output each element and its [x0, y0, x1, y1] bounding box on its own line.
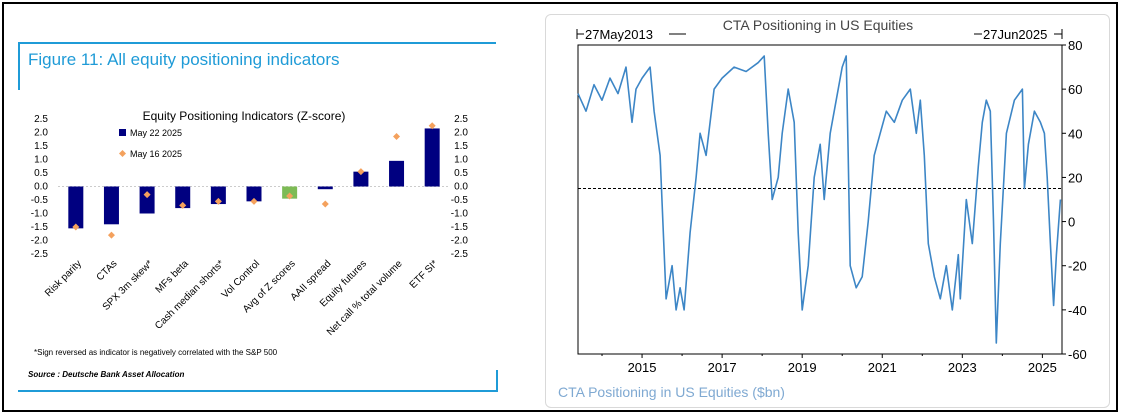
- y-tick-label-right: -1.5: [451, 222, 469, 233]
- y-tick-label-left: -1.0: [31, 209, 49, 220]
- y-tick-label-left: 0.0: [34, 182, 48, 193]
- y-tick-label-left: 0.5: [34, 168, 48, 179]
- y-tick-label-left: 2.5: [34, 114, 48, 125]
- prior-marker: [250, 197, 258, 205]
- x-tick-label: CTAs: [95, 258, 120, 283]
- x-tick-label: 2017: [708, 360, 737, 375]
- prior-marker: [143, 191, 151, 199]
- bar: [424, 128, 440, 187]
- bar-chart: Equity Positioning Indicators (Z-score) …: [31, 109, 469, 357]
- line-chart-title: CTA Positioning in US Equities: [723, 17, 913, 33]
- line-chart-subtitle: CTA Positioning in US Equities ($bn): [558, 384, 785, 400]
- y-tick-label-right: -2.5: [451, 249, 469, 260]
- left-rule: [18, 42, 20, 90]
- bar: [210, 186, 226, 205]
- bar: [139, 186, 155, 214]
- right-rule: [496, 370, 498, 392]
- y-tick-label-right: -1.0: [451, 209, 469, 220]
- y-tick-label-left: 1.0: [34, 155, 48, 166]
- legend-swatch-prior: [119, 150, 126, 157]
- y-tick-label-left: -1.5: [31, 222, 49, 233]
- start-date-label: 27May2013: [585, 27, 653, 42]
- bar: [175, 186, 191, 209]
- bar-footnote: *Sign reversed as indicator is negativel…: [34, 348, 278, 357]
- y-tick-label-right: 2.0: [454, 128, 468, 139]
- y-tick-label-left: -2.0: [31, 236, 49, 247]
- x-tick-label: 2021: [868, 360, 897, 375]
- end-date-label: 27Jun2025: [983, 27, 1047, 42]
- figure-frame: Figure 11: All equity positioning indica…: [2, 2, 1118, 412]
- y-tick-label-left: 1.5: [34, 141, 48, 152]
- line-chart: CTA Positioning in US Equities 27May2013…: [558, 17, 1087, 400]
- y-tick-label-right: 0.0: [454, 182, 468, 193]
- x-tick-label: ETF SI*: [408, 258, 441, 291]
- y-tick-label: 60: [1068, 82, 1082, 97]
- y-tick-label-left: 2.0: [34, 128, 48, 139]
- prior-marker: [393, 133, 401, 141]
- line-chart-panel: CTA Positioning in US Equities 27May2013…: [545, 14, 1110, 408]
- prior-marker: [72, 223, 80, 231]
- bar-chart-title: Equity Positioning Indicators (Z-score): [143, 109, 346, 123]
- prior-marker: [107, 231, 115, 239]
- y-tick-label: -60: [1068, 347, 1087, 362]
- prior-marker: [179, 201, 187, 209]
- prior-marker: [321, 200, 329, 208]
- legend-swatch-current: [119, 129, 126, 136]
- prior-marker: [214, 197, 222, 205]
- y-tick-label-left: -2.5: [31, 249, 49, 260]
- y-tick-label-left: -0.5: [31, 195, 49, 206]
- bar: [317, 186, 333, 190]
- x-tick-label: 2015: [628, 360, 657, 375]
- x-tick-label: 2023: [948, 360, 977, 375]
- y-tick-label-right: 1.0: [454, 155, 468, 166]
- source-note: Source : Deutsche Bank Asset Allocation: [28, 370, 185, 379]
- y-tick-label: 80: [1068, 38, 1082, 53]
- y-tick-label-right: 2.5: [454, 114, 468, 125]
- legend-label-prior: May 16 2025: [130, 149, 182, 159]
- bar-chart-panel: Figure 11: All equity positioning indica…: [18, 42, 498, 392]
- prior-marker: [357, 168, 365, 176]
- bottom-rule: [18, 390, 498, 392]
- prior-marker: [428, 122, 436, 130]
- y-tick-label: -40: [1068, 303, 1087, 318]
- y-tick-label-right: -0.5: [451, 195, 469, 206]
- bar: [389, 160, 405, 187]
- legend-label-current: May 22 2025: [130, 128, 182, 138]
- start-date-marker: 27May2013: [576, 27, 686, 42]
- x-tick-label: Cash median shorts*: [153, 258, 226, 331]
- top-rule: [18, 42, 496, 44]
- x-tick-label: MFs beta: [154, 258, 192, 296]
- plot-area: [577, 44, 1063, 355]
- x-tick-label: 2025: [1028, 360, 1057, 375]
- bar: [246, 186, 262, 202]
- x-tick-label: Risk parity: [43, 258, 84, 299]
- y-tick-label-right: -2.0: [451, 236, 469, 247]
- bar: [68, 186, 84, 229]
- x-tick-label: 2019: [788, 360, 817, 375]
- y-tick-label: 40: [1068, 126, 1082, 141]
- end-date-marker: 27Jun2025: [974, 27, 1063, 42]
- prior-marker: [286, 192, 294, 200]
- cta-positioning-line: [577, 55, 1062, 344]
- y-tick-label: 0: [1068, 215, 1075, 230]
- bar-legend: May 22 2025 May 16 2025: [119, 128, 182, 159]
- figure-title: Figure 11: All equity positioning indica…: [28, 50, 340, 69]
- y-tick-label: -20: [1068, 259, 1087, 274]
- y-tick-label-right: 0.5: [454, 168, 468, 179]
- bar: [103, 186, 119, 225]
- y-tick-label: 20: [1068, 170, 1082, 185]
- bar: [353, 171, 369, 187]
- y-tick-label-right: 1.5: [454, 141, 468, 152]
